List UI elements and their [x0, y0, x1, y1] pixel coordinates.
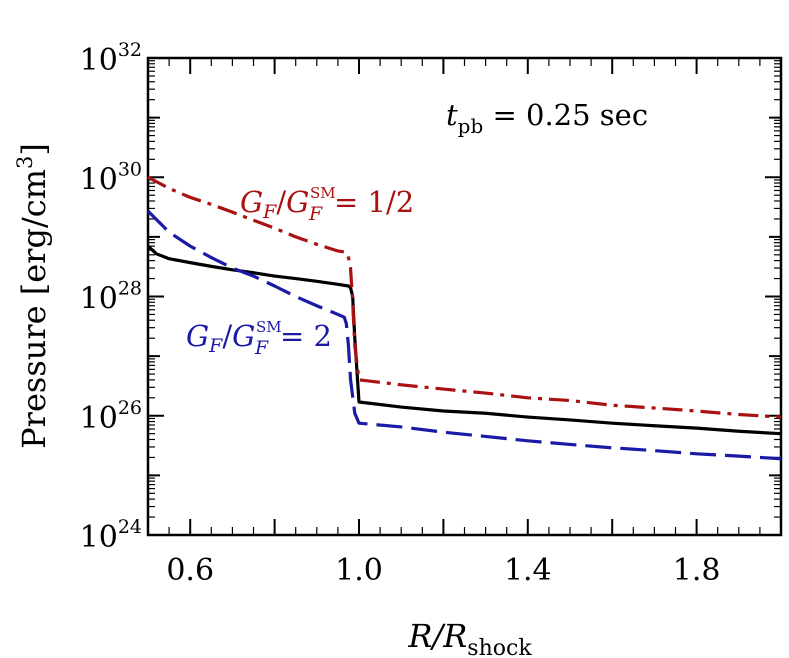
series-line-dashed [146, 210, 782, 461]
svg-text:GF/G: GF/G [186, 319, 255, 357]
annotation-half-slash: / [276, 185, 286, 219]
annotation-time-sub: pb [458, 114, 484, 138]
annotation-time-rest: = 0.25 sec [483, 98, 648, 132]
annotation-two-s1: F [208, 335, 223, 357]
y-tick-label: 1030 [80, 158, 142, 197]
annotation-half-g1: G [240, 185, 263, 219]
svg-text:GF/G: GF/G [240, 185, 309, 223]
x-axis-title: R/Rshock [407, 617, 532, 658]
annotation-time: tpb = 0.25 sec [446, 98, 648, 138]
x-tick-label: 1.8 [673, 553, 721, 588]
x-axis-title-main: R/R [407, 617, 467, 655]
x-tick-label: 0.6 [166, 553, 214, 588]
annotation-half-sup: SM [310, 184, 336, 202]
y-axis-title-main: Pressure [erg/cm [15, 169, 53, 449]
annotation-two-sub: F [254, 337, 269, 359]
annotation-time-t: t [446, 98, 458, 132]
minor-ticks [147, 58, 781, 535]
annotation-two: GF/G SM F = 2 [186, 318, 332, 359]
annotation-two-g2: G [232, 319, 255, 353]
y-tick-label: 1024 [80, 516, 142, 555]
y-axis-title: Pressure [erg/cm3] [13, 143, 53, 449]
x-tick-label: 1.4 [504, 553, 552, 588]
annotation-two-g1: G [186, 319, 209, 353]
annotation-two-slash: / [222, 319, 232, 353]
y-axis-title-close: ] [15, 143, 53, 155]
annotation-half-g2: G [286, 185, 309, 219]
x-tick-label: 1.0 [335, 553, 383, 588]
y-tick-labels: 1024 1026 1028 1030 1032 [80, 39, 142, 555]
y-tick-label: 1026 [80, 397, 142, 436]
annotation-half-rest: = 1/2 [334, 185, 414, 219]
x-tick-labels: 0.6 1.0 1.4 1.8 [166, 553, 720, 588]
annotation-half: GF/G SM F = 1/2 [240, 184, 414, 225]
annotation-two-sup: SM [256, 318, 282, 336]
y-axis-title-exp: 3 [13, 156, 37, 169]
annotation-half-sub: F [308, 203, 323, 225]
series-line-solid [146, 244, 782, 436]
annotation-half-s1: F [262, 201, 277, 223]
series-layer [146, 175, 782, 461]
y-tick-label: 1032 [80, 39, 142, 78]
x-axis-title-sub: shock [467, 636, 532, 658]
y-tick-label: 1028 [80, 278, 142, 317]
annotation-two-rest: = 2 [280, 319, 332, 353]
series-line-dashdot [147, 175, 782, 419]
